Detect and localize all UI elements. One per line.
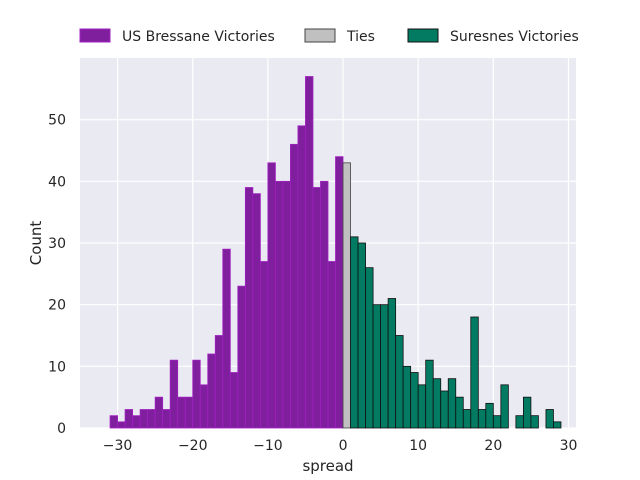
legend-swatch-suresnes: [407, 28, 439, 43]
histogram-bar: [109, 415, 118, 429]
histogram-bar: [169, 359, 179, 429]
histogram-bar: [417, 384, 427, 429]
histogram-bar: [372, 304, 382, 429]
x-axis-label: spread: [302, 457, 353, 475]
histogram-bar: [139, 409, 149, 429]
histogram-bar: [207, 353, 216, 429]
histogram-bar: [305, 76, 314, 429]
histogram-bar: [500, 384, 509, 429]
histogram-bar: [515, 415, 524, 429]
histogram-bar: [440, 390, 449, 429]
histogram-bar: [530, 415, 539, 429]
x-tick-label: −30: [103, 438, 133, 454]
histogram-bar: [387, 298, 397, 429]
legend-swatch-ties: [304, 28, 336, 43]
histogram-bar: [365, 267, 374, 429]
x-axis-ticks: −30 −20 −10 0 10 20 30: [103, 438, 578, 454]
histogram-bar: [297, 125, 306, 429]
legend: US Bressane Victories Ties Suresnes Vict…: [79, 28, 579, 45]
histogram-bar: [485, 402, 494, 429]
y-axis-label: Count: [27, 221, 45, 266]
histogram-bar: [214, 335, 224, 429]
histogram-bar: [184, 396, 194, 429]
histogram-bar: [222, 248, 231, 429]
y-tick-label: 20: [48, 298, 66, 314]
histogram-bar: [274, 180, 284, 429]
histogram-bar: [162, 409, 171, 429]
histogram-bar: [192, 359, 201, 429]
histogram-bar: [327, 261, 336, 429]
histogram-bar: [380, 304, 389, 429]
legend-swatch-us-bressane: [79, 28, 111, 43]
legend-label-suresnes: Suresnes Victories: [450, 29, 579, 45]
histogram-bar: [229, 372, 239, 429]
histogram-bar: [410, 372, 419, 429]
y-axis-ticks: 0 10 20 30 40 50: [48, 113, 66, 437]
histogram-bar: [335, 156, 344, 429]
histogram-bar: [470, 316, 479, 429]
histogram-bar: [244, 187, 254, 429]
y-tick-label: 0: [57, 421, 66, 437]
histogram-bar: [312, 187, 321, 429]
histogram-bar: [357, 242, 366, 429]
x-tick-label: 30: [560, 438, 578, 454]
histogram-bar: [425, 359, 434, 429]
histogram-bar: [199, 384, 209, 429]
legend-label-us-bressane: US Bressane Victories: [122, 29, 275, 45]
histogram-bar: [252, 193, 261, 429]
histogram-bar: [477, 409, 487, 429]
histogram-bar: [350, 236, 359, 429]
x-tick-label: 20: [484, 438, 502, 454]
histogram-bar: [447, 378, 457, 429]
y-tick-label: 40: [48, 174, 66, 190]
histogram-bar: [124, 409, 134, 429]
legend-label-ties: Ties: [346, 29, 375, 45]
x-tick-label: −10: [253, 438, 283, 454]
histogram-bar: [342, 162, 351, 429]
histogram-bar: [154, 396, 164, 429]
histogram-bar: [545, 409, 554, 429]
histogram-bar: [147, 409, 156, 429]
histogram-bar: [132, 415, 141, 429]
histogram-bar: [177, 396, 186, 429]
histogram-bar: [455, 396, 464, 429]
y-tick-label: 30: [48, 236, 66, 252]
y-tick-label: 50: [48, 113, 66, 129]
histogram-bar: [402, 365, 412, 429]
histogram-bar: [290, 143, 299, 429]
histogram-bar: [320, 180, 329, 429]
histogram-bar: [553, 421, 562, 429]
histogram-bar: [259, 261, 269, 429]
x-tick-label: 0: [339, 438, 348, 454]
histogram-bar: [462, 409, 472, 429]
y-tick-label: 10: [48, 359, 66, 375]
histogram-bar: [117, 421, 126, 429]
histogram-bars: [109, 76, 562, 429]
histogram-bar: [522, 396, 532, 429]
histogram-bar: [267, 162, 276, 429]
x-tick-label: 10: [409, 438, 427, 454]
histogram-bar: [282, 180, 291, 429]
histogram-bar: [395, 335, 404, 429]
histogram-bar: [432, 378, 442, 429]
histogram-bar: [492, 415, 502, 429]
x-tick-label: −20: [178, 438, 208, 454]
histogram-bar: [237, 285, 246, 429]
